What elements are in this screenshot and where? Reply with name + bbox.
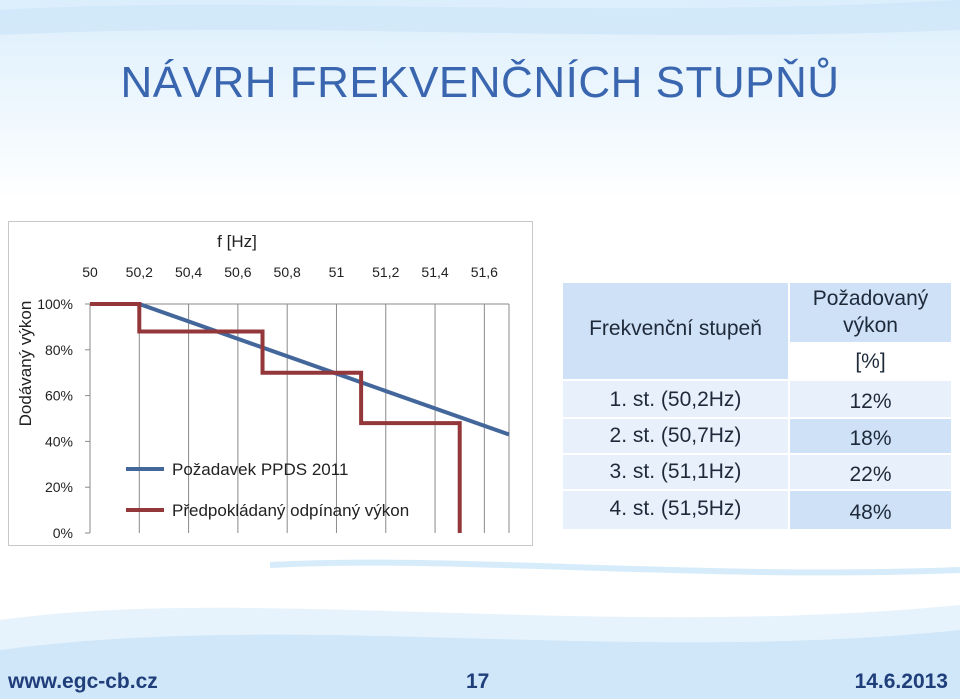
bottom-wave	[0, 630, 960, 699]
bottom-line-wave	[269, 559, 960, 576]
table-row-power: 18%	[849, 427, 892, 450]
x-tick-label: 51,4	[421, 264, 448, 280]
y-tick-label: 100%	[37, 296, 73, 312]
table-header-unit: [%]	[855, 350, 886, 373]
table-header-unit-cell: [%]	[790, 344, 951, 379]
x-tick-label: 50	[82, 264, 98, 280]
table-row: 18%	[790, 419, 951, 453]
table-header-stage: Frekvenční stupeň	[589, 317, 762, 340]
y-tick-label: 40%	[45, 433, 73, 449]
slide-title: NÁVRH FREKVENČNÍCH STUPŇŮ	[120, 58, 840, 107]
table-row: 2. st. (50,7Hz)	[563, 419, 788, 453]
table-row: 48%	[790, 491, 951, 529]
table-row-power: 12%	[849, 390, 892, 413]
table-header-power-line1: Požadovaný	[812, 287, 929, 310]
legend-label: Předpokládaný odpínaný výkon	[172, 501, 409, 520]
table-header-power-line2: výkon	[843, 314, 898, 337]
y-tick-label: 0%	[53, 525, 73, 541]
top-wave	[0, 0, 960, 35]
table-header-power-cell: Požadovaný výkon	[790, 283, 951, 342]
y-tick-label: 20%	[45, 479, 73, 495]
x-axis-title: f [Hz]	[217, 232, 257, 251]
legend-label: Požadavek PPDS 2011	[172, 460, 348, 479]
chart-container: 50 50,2 50,4 50,6 50,8 51 51,2 51,4 51,6 0% 20% 40%…	[8, 221, 533, 546]
table-row-stage: 3. st. (51,1Hz)	[609, 460, 742, 483]
table-row-stage: 1. st. (50,2Hz)	[609, 388, 742, 411]
y-tick-label: 60%	[45, 388, 73, 404]
table-row-stage: 4. st. (51,5Hz)	[609, 497, 742, 520]
footer-url[interactable]: www.egc-cb.cz	[8, 670, 158, 693]
series-line-odpinany	[90, 302, 462, 533]
footer-date: 14.6.2013	[854, 670, 948, 693]
table-row-power: 48%	[849, 501, 892, 524]
y-axis-title: Dodávaný výkon	[16, 301, 35, 427]
x-tick-label: 51	[329, 264, 345, 280]
table-row: 3. st. (51,1Hz)	[563, 455, 788, 489]
frequency-chart: 50 50,2 50,4 50,6 50,8 51 51,2 51,4 51,6 0% 20% 40%…	[16, 232, 510, 541]
x-tick-label: 51,2	[372, 264, 399, 280]
table-row: 12%	[790, 381, 951, 417]
table-row: 22%	[790, 455, 951, 489]
x-tick-label: 50,6	[224, 264, 251, 280]
x-tick-label: 50,8	[274, 264, 301, 280]
page-number: 17	[466, 670, 490, 693]
x-tick-label: 50,2	[126, 264, 153, 280]
x-tick-label: 51,6	[471, 264, 498, 280]
table-header-stage-cell: Frekvenční stupeň	[563, 283, 788, 379]
frequency-table: Frekvenční stupeň Požadovaný výkon [%] 1…	[563, 283, 951, 529]
x-tick-label: 50,4	[175, 264, 202, 280]
table-row: 4. st. (51,5Hz)	[563, 491, 788, 529]
table-row: 1. st. (50,2Hz)	[563, 381, 788, 417]
table-row-stage: 2. st. (50,7Hz)	[609, 424, 742, 447]
table-row-power: 22%	[849, 463, 892, 486]
y-tick-label: 80%	[45, 342, 73, 358]
series-line-ppds	[90, 302, 510, 437]
